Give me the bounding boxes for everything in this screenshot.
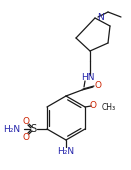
Text: CH₃: CH₃ bbox=[102, 103, 116, 112]
Text: HN: HN bbox=[81, 73, 95, 82]
Text: S: S bbox=[30, 124, 36, 134]
Text: O: O bbox=[94, 81, 102, 90]
Text: N: N bbox=[97, 13, 104, 21]
Text: H₂N: H₂N bbox=[3, 124, 20, 133]
Text: H₂N: H₂N bbox=[57, 147, 75, 156]
Text: O: O bbox=[22, 132, 29, 141]
Text: O: O bbox=[90, 101, 97, 110]
Text: O: O bbox=[22, 116, 29, 125]
